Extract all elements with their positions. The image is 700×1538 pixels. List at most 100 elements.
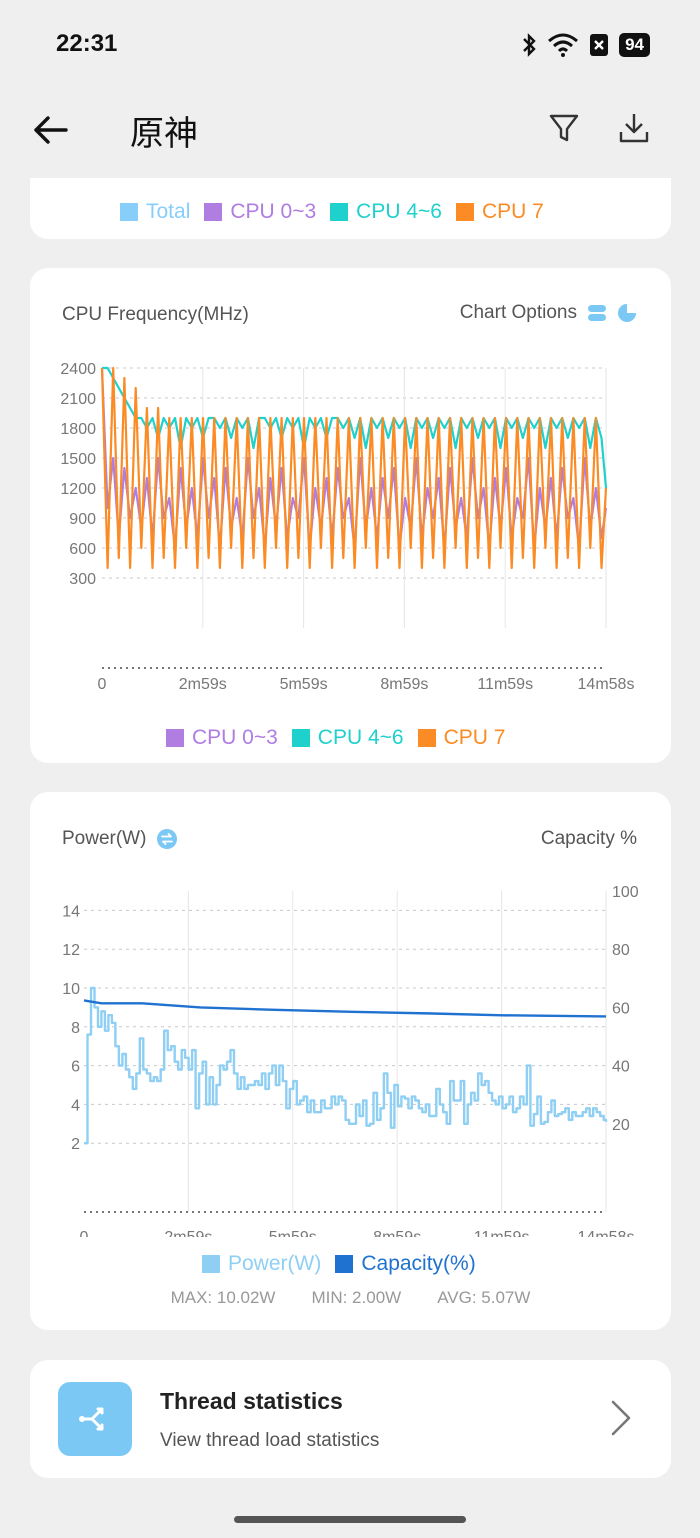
x-tick-label: 8m59s [380,676,428,693]
legend-label: CPU 4~6 [356,200,442,223]
chart-options-label[interactable]: Chart Options [459,302,577,323]
x-tick-label: 11m59s [474,1229,530,1237]
y-right-tick-label: 80 [612,942,630,959]
status-icons: 94 [521,32,650,58]
series-line-cpu7 [100,366,608,570]
page-title: 原神 [130,114,198,154]
legend-label: CPU 7 [481,200,544,223]
x-tick-label: 0 [98,676,107,693]
legend-label: CPU 7 [443,726,506,749]
sim-off-icon [590,34,609,56]
legend-label: Capacity(%) [361,1252,476,1275]
y-left-tick-label: 10 [62,981,80,998]
power-stats: MAX: 10.02W MIN: 2.00W AVG: 5.07W [30,1288,671,1308]
x-tick-label: 14m58s [578,1229,635,1237]
status-time: 22:31 [56,30,118,57]
power-legend: Power(W) Capacity(%) [202,1252,490,1276]
legend-swatch [291,729,310,747]
legend-label: CPU 0~3 [192,726,278,749]
y-right-tick-label: 100 [612,884,639,901]
y-tick-label: 2100 [60,391,96,408]
status-bar: 22:31 94 [0,0,700,90]
legend-item-cpu7: CPU 7 [455,200,544,224]
series-line-capacity [83,999,607,1018]
legend-label: Power(W) [228,1252,322,1275]
thread-statistics-title: Thread statistics [160,1388,343,1414]
legend-swatch [166,729,184,747]
legend-swatch [330,203,349,221]
thread-statistics-subtitle: View thread load statistics [160,1430,380,1451]
thread-statistics-card[interactable]: Thread statistics View thread load stati… [30,1360,671,1478]
x-tick-label: 5m59s [269,1229,317,1237]
legend-label: CPU 0~3 [230,200,317,223]
y-right-tick-label: 60 [612,1000,630,1017]
home-indicator[interactable] [234,1516,466,1523]
y-tick-label: 300 [69,571,96,588]
cpu-frequency-legend: CPU 0~3 CPU 4~6 CPU 7 [166,726,519,750]
legend-item-cpu03: CPU 0~3 [204,200,316,224]
chart-options[interactable]: Chart Options [460,302,637,324]
y-tick-label: 900 [69,511,96,528]
swap-axis-icon[interactable] [156,828,178,850]
back-button[interactable] [30,108,74,152]
app-bar: 原神 [0,90,700,170]
y-left-tick-label: 4 [71,1097,80,1114]
legend-item-cpu46: CPU 4~6 [291,726,404,750]
legend-swatch [335,1255,354,1273]
legend-item-capacity: Capacity(%) [335,1252,476,1276]
legend-item-cpu46: CPU 4~6 [330,200,442,224]
battery-level: 94 [619,33,650,57]
power-max: MAX: 10.02W [170,1288,276,1307]
series-line-powerw [84,986,608,1145]
y-tick-label: 1800 [60,421,96,438]
cpu-frequency-title: CPU Frequency(MHz) [62,304,249,325]
legend-item-power: Power(W) [202,1252,321,1276]
x-tick-label: 2m59s [179,676,227,693]
y-tick-label: 1500 [60,451,96,468]
power-chart: 2 4 6 8 10 12 14 20 40 60 80 100 0 2m59s 5m59s 8m59s 11m… [62,884,639,1237]
x-tick-label: 14m58s [578,676,635,693]
chevron-right-icon[interactable] [609,1398,633,1438]
legend-swatch [204,203,223,221]
power-avg: AVG: 5.07W [437,1288,531,1307]
y-tick-label: 2400 [60,361,96,378]
y-left-tick-label: 14 [62,903,80,920]
x-tick-label: 5m59s [280,676,328,693]
x-tick-label: 2m59s [164,1229,212,1237]
legend-swatch [202,1255,220,1273]
cpu-frequency-card: CPU Frequency(MHz) Chart Options 300 600 9… [30,268,671,763]
x-tick-label: 0 [80,1229,89,1237]
y-left-tick-label: 2 [71,1136,80,1153]
x-tick-label: 11m59s [477,676,533,693]
legend-swatch [120,203,138,221]
layout-toggle-icon[interactable] [587,303,607,323]
cpu-frequency-chart: 300 600 900 1200 1500 1800 2100 2400 0 2m59s 5m59s… [60,361,635,693]
y-right-tick-label: 40 [612,1059,630,1076]
y-tick-label: 1200 [60,481,96,498]
legend-swatch [455,203,474,221]
y-left-tick-label: 8 [71,1020,80,1037]
legend-item-cpu7: CPU 7 [417,726,506,750]
thread-icon [58,1382,132,1456]
y-left-tick-label: 6 [71,1059,80,1076]
legend-item-cpu03: CPU 0~3 [166,726,278,750]
cpu-load-card: Total CPU 0~3 CPU 4~6 CPU 7 [30,178,671,239]
capacity-title: Capacity % [540,828,637,849]
download-button[interactable] [614,108,654,148]
y-tick-label: 600 [69,541,96,558]
legend-item-total: Total [120,200,190,224]
y-left-tick-label: 12 [62,942,80,959]
power-card: Power(W) Capacity % 2 4 6 8 10 12 14 20 40 60 80 10… [30,792,671,1330]
power-title: Power(W) [62,828,147,849]
legend-label: Total [146,200,191,223]
y-right-tick-label: 20 [612,1117,630,1134]
power-title-row: Power(W) [62,828,178,850]
bluetooth-icon [523,33,536,57]
legend-label: CPU 4~6 [317,726,404,749]
pie-chart-icon[interactable] [617,303,637,323]
series-line-cpu46 [102,366,608,489]
filter-button[interactable] [544,108,584,148]
x-tick-label: 8m59s [373,1229,421,1237]
legend-swatch [417,729,436,747]
wifi-icon [548,33,579,57]
